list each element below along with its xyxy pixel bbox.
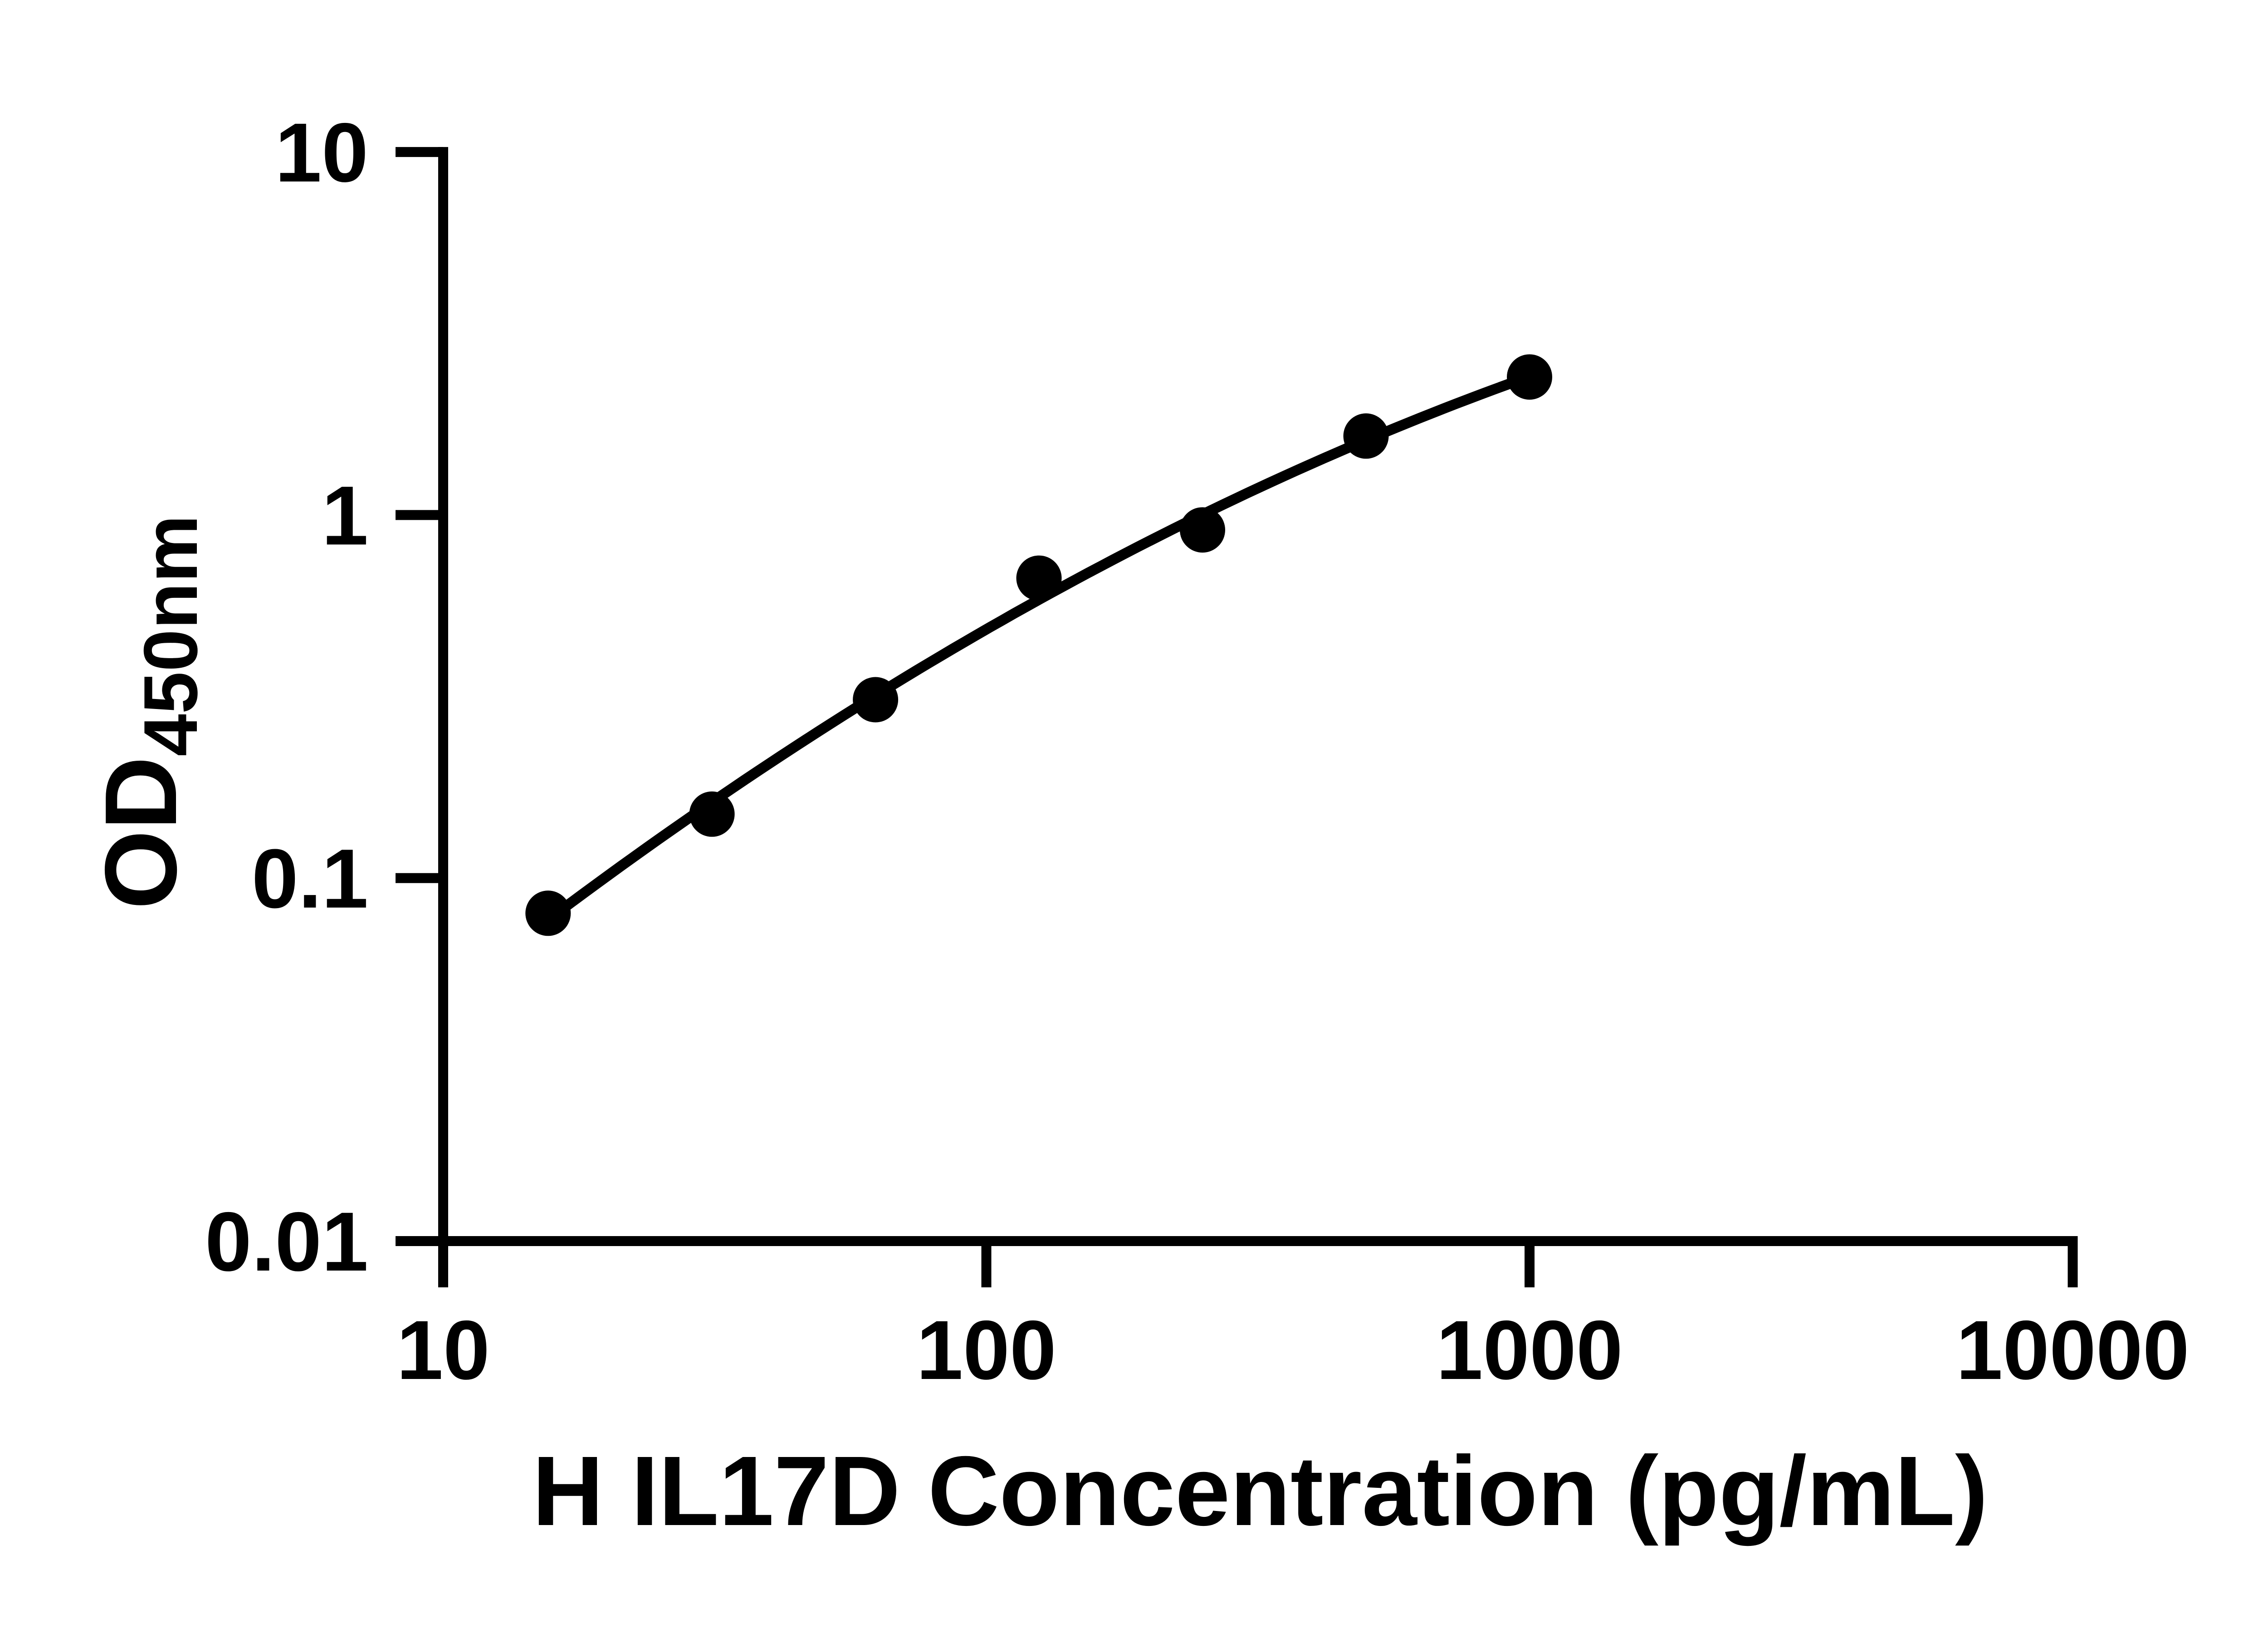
data-point bbox=[1016, 555, 1062, 601]
data-point bbox=[689, 791, 735, 837]
y-axis-title-subscript: 450nm bbox=[128, 515, 213, 756]
y-axis-title-main: OD bbox=[83, 756, 198, 909]
data-point bbox=[525, 890, 571, 936]
y-axis-title: OD450nm bbox=[83, 515, 213, 909]
axes bbox=[396, 147, 2078, 1287]
data-point bbox=[1507, 354, 1552, 400]
x-tick-label-100: 100 bbox=[916, 1304, 1056, 1397]
data-point bbox=[853, 677, 899, 723]
x-tick-label-1000: 1000 bbox=[1436, 1304, 1623, 1397]
y-tick-label-0.01: 0.01 bbox=[205, 1195, 368, 1289]
x-tick-label-10: 10 bbox=[396, 1304, 490, 1397]
x-tick-label-10000: 10000 bbox=[1956, 1304, 2189, 1397]
data-points bbox=[525, 354, 1552, 936]
y-tick-label-10: 10 bbox=[275, 106, 368, 200]
data-point bbox=[1343, 413, 1389, 459]
x-axis-title: H IL17D Concentration (pg/mL) bbox=[532, 1436, 1988, 1546]
y-tick-label-0.1: 0.1 bbox=[252, 832, 368, 926]
data-point bbox=[1180, 507, 1225, 553]
tick-labels: 0.01 0.1 1 10 10 100 1000 10000 bbox=[205, 106, 2190, 1397]
y-tick-label-1: 1 bbox=[322, 469, 368, 562]
